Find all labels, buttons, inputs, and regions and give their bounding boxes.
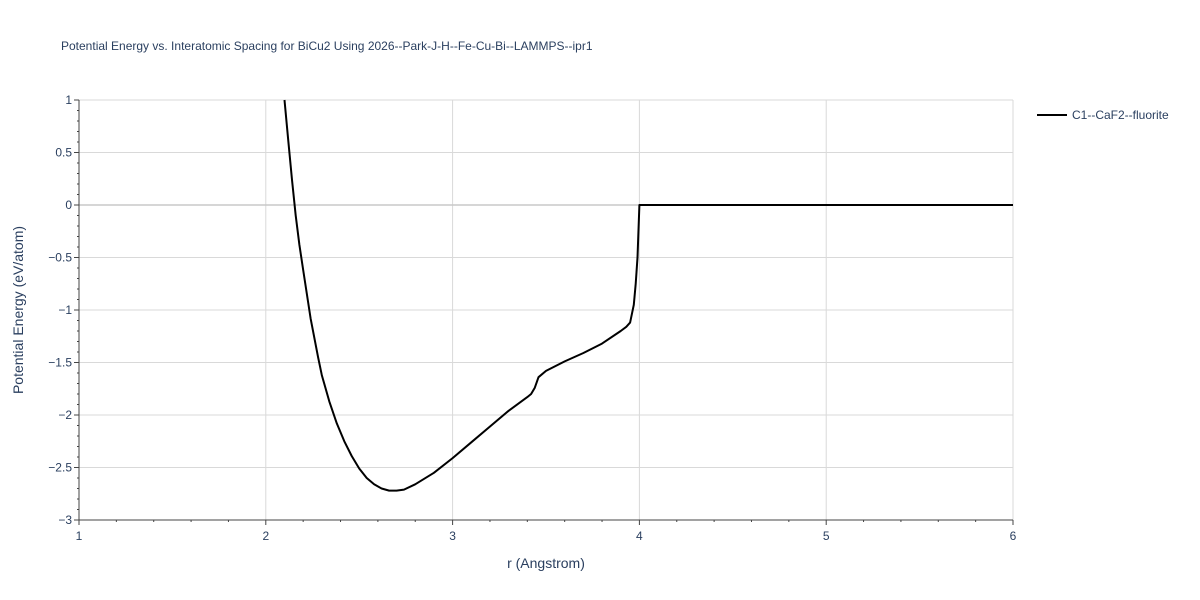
- y-axis-label: Potential Energy (eV/atom): [10, 226, 26, 394]
- y-tick-label: −0.5: [48, 251, 72, 265]
- x-tick-label: 3: [449, 529, 456, 543]
- x-tick-label: 6: [1010, 529, 1017, 543]
- y-tick-label: −1.5: [48, 356, 72, 370]
- series-line-0[interactable]: [283, 99, 1014, 492]
- x-tick-label: 1: [76, 529, 83, 543]
- y-tick-label: 1: [65, 93, 72, 107]
- y-tick-label: −3: [58, 513, 72, 527]
- gridlines: [79, 99, 1014, 520]
- tick-labels: 1 2 3 4 5 6 1 0.5 0 −0.5 −1 −1.5 −2 −2.5 −3: [48, 93, 1016, 543]
- series-layer: [283, 99, 1014, 492]
- x-tick-label: 4: [636, 529, 643, 543]
- y-tick-label: −1: [58, 303, 72, 317]
- legend-label: C1--CaF2--fluorite: [1072, 108, 1169, 122]
- x-tick-label: 2: [262, 529, 269, 543]
- axes: [74, 99, 1014, 525]
- y-tick-label: −2.5: [48, 461, 72, 475]
- y-tick-label: −2: [58, 408, 72, 422]
- chart-title: Potential Energy vs. Interatomic Spacing…: [61, 39, 593, 53]
- x-axis-label: r (Angstrom): [507, 555, 585, 571]
- y-tick-label: 0: [65, 198, 72, 212]
- y-tick-label: 0.5: [55, 146, 72, 160]
- x-tick-label: 5: [823, 529, 830, 543]
- legend[interactable]: C1--CaF2--fluorite: [1037, 108, 1169, 122]
